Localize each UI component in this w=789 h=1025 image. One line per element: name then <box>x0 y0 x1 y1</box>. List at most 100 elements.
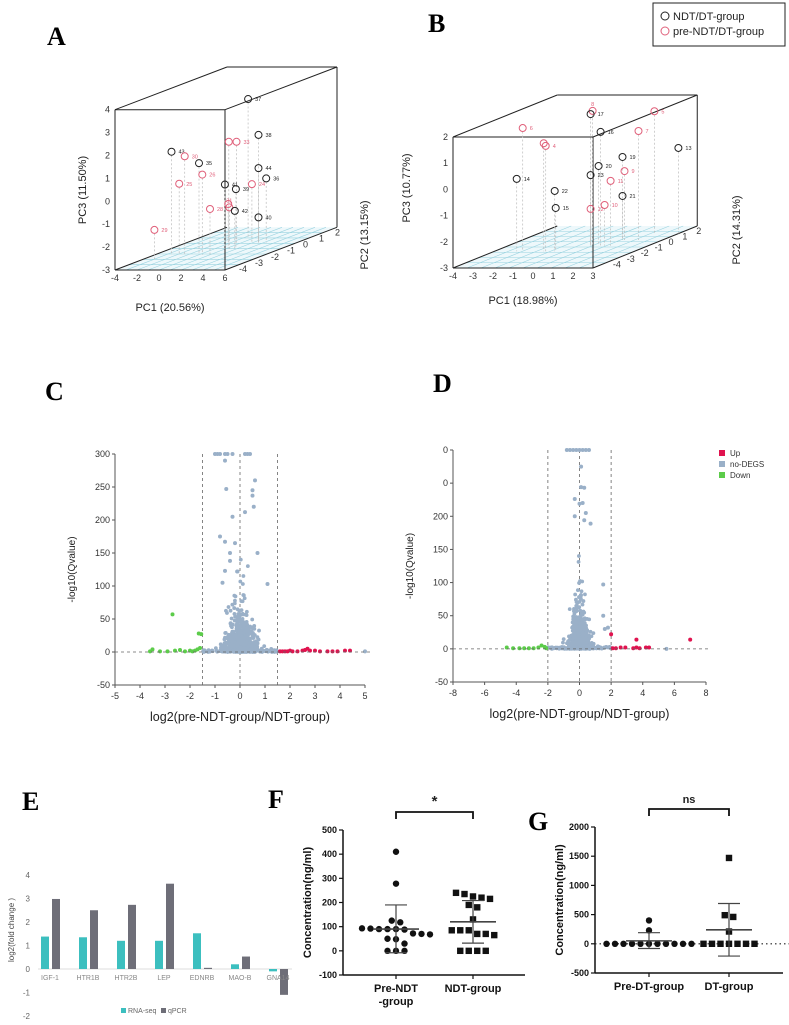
nodeg-point <box>588 521 593 526</box>
category-label: HTR1B <box>77 975 100 982</box>
data-point-square <box>474 930 481 938</box>
pca-point-label: 39 <box>243 187 249 193</box>
bar-rnaseq <box>269 969 277 972</box>
nodeg-point <box>561 640 565 645</box>
floor-grid-line <box>202 227 316 271</box>
pca-point-ndt <box>254 164 263 173</box>
data-point-circle <box>384 935 391 942</box>
data-point-square <box>708 940 716 947</box>
x-tick-label: -8 <box>449 688 457 698</box>
y-tick-label: 0 <box>105 647 110 657</box>
nodeg-point <box>227 649 231 654</box>
nodeg-point <box>225 452 230 456</box>
data-point-circle <box>662 940 670 947</box>
panel-label-c: C <box>45 377 64 406</box>
down-point <box>183 649 187 654</box>
panel-label-e: E <box>22 787 39 816</box>
pc1-tick-label: -3 <box>469 271 477 281</box>
y-axis-label: Concentration(ng/ml) <box>554 844 566 956</box>
nodeg-point <box>572 514 577 519</box>
data-point-square <box>730 913 737 921</box>
nodeg-point <box>242 641 247 646</box>
data-point-circle <box>388 917 395 924</box>
nodeg-point <box>577 605 582 610</box>
nodeg-point <box>230 635 235 640</box>
pca-point-ndt <box>618 191 627 200</box>
data-point-square <box>725 854 733 862</box>
pc1-tick-label: 2 <box>178 273 183 283</box>
nodeg-point <box>236 637 240 642</box>
pc1-tick-label: 2 <box>570 271 575 281</box>
nodeg-point <box>594 646 599 651</box>
nodeg-point <box>579 589 584 594</box>
pca-point-pre <box>620 167 629 176</box>
floor-grid-line <box>564 225 670 269</box>
pca-point-ndt <box>262 174 271 183</box>
down-point <box>198 646 202 651</box>
x-tick-label: 6 <box>672 688 677 698</box>
data-point-square <box>491 931 498 939</box>
data-point-square <box>465 901 472 909</box>
nodeg-point <box>252 626 257 631</box>
bar-rnaseq <box>117 940 125 969</box>
nodeg-point <box>589 634 594 639</box>
box-edge <box>114 66 228 111</box>
pca-point-pre <box>175 179 184 188</box>
pca-point-pre <box>180 152 189 161</box>
pca-point-label: 35 <box>206 161 212 167</box>
nodeg-point <box>226 605 231 609</box>
pc2-tick-label: 1 <box>682 231 687 241</box>
nodeg-point <box>241 623 246 627</box>
floor-grid-line <box>213 227 327 271</box>
data-point-circle <box>628 940 636 947</box>
box-edge <box>452 94 558 138</box>
nodeg-point <box>235 642 240 647</box>
x-tick-label: 4 <box>337 691 342 701</box>
pca-point-ndt <box>254 130 263 139</box>
pc3-axis-label: PC3 (11.50%) <box>77 156 89 224</box>
data-point-square <box>465 927 472 934</box>
nodeg-point <box>238 648 243 653</box>
nodeg-point <box>579 616 583 621</box>
data-point-circle <box>401 940 408 947</box>
pca-point-label: 16 <box>608 130 614 136</box>
x-tick-label: -4 <box>136 691 144 701</box>
y-tick-label: -100 <box>319 970 337 980</box>
up-point <box>609 632 614 637</box>
data-point-square <box>486 895 494 903</box>
nodeg-point <box>584 630 589 635</box>
floor-grid-line <box>536 225 642 269</box>
pca-point-label: 30 <box>192 154 198 160</box>
up-point <box>290 649 295 654</box>
nodeg-point <box>245 626 249 630</box>
x-tick-label: 1 <box>262 691 267 701</box>
x-tick-label: 5 <box>362 691 367 701</box>
group-label: NDT-group <box>445 983 502 995</box>
down-point <box>539 643 544 648</box>
y-tick-label: 200 <box>433 511 448 521</box>
pca-point-label: 5 <box>661 109 664 115</box>
bar-qpcr <box>128 904 136 969</box>
nodeg-point <box>579 464 584 469</box>
nodeg-point <box>575 625 580 630</box>
up-point <box>325 649 330 654</box>
nodeg-point <box>572 646 576 651</box>
nodeg-point <box>577 554 581 558</box>
nodeg-point <box>238 557 243 562</box>
x-tick-label: -2 <box>186 691 194 701</box>
pca-point-ndt <box>551 203 560 212</box>
nodeg-point <box>220 580 225 585</box>
bar-rnaseq <box>41 936 49 969</box>
floor-grid-line <box>494 225 600 269</box>
nodeg-point <box>591 641 596 646</box>
bar-rnaseq <box>231 964 239 969</box>
nodeg-point <box>577 595 581 599</box>
pca-point-ndt <box>550 186 559 195</box>
pca-point-ndt <box>596 127 605 136</box>
bar-rnaseq <box>155 940 163 969</box>
nodeg-point <box>562 646 567 651</box>
bar-qpcr <box>52 898 60 969</box>
pc2-tick-label: -2 <box>641 248 649 258</box>
pc3-tick-label: 2 <box>105 151 110 161</box>
